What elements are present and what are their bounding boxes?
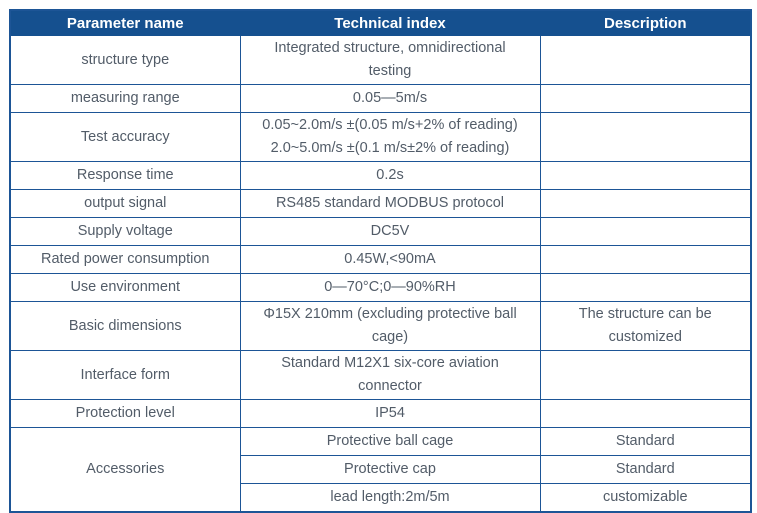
cell-index: Standard M12X1 six-core aviation connect… bbox=[239, 350, 541, 400]
cell-index: 0—70°C;0—90%RH bbox=[239, 273, 541, 302]
cell-param: Response time bbox=[9, 161, 241, 190]
page: Parameter name Technical index Descripti… bbox=[9, 9, 752, 513]
cell-desc: Standard bbox=[539, 455, 752, 484]
cell-index: 0.05—5m/s bbox=[239, 84, 541, 113]
table-row: Interface form Standard M12X1 six-core a… bbox=[9, 350, 752, 400]
cell-index: DC5V bbox=[239, 217, 541, 246]
cell-desc bbox=[539, 189, 752, 218]
cell-desc bbox=[539, 245, 752, 274]
table-row: Supply voltage DC5V bbox=[9, 217, 752, 246]
cell-param: measuring range bbox=[9, 84, 241, 113]
cell-param: Basic dimensions bbox=[9, 301, 241, 351]
cell-desc bbox=[539, 399, 752, 428]
table-row-accessories: Protective cap Standard bbox=[10, 455, 752, 484]
table-row: Basic dimensions Φ15X 210mm (excluding p… bbox=[9, 301, 752, 351]
column-header-technical-index: Technical index bbox=[239, 9, 541, 36]
table-row-accessories: Accessories Protective ball cage Standar… bbox=[9, 427, 752, 513]
cell-desc: customizable bbox=[539, 483, 752, 513]
cell-desc: The structure can be customized bbox=[539, 301, 752, 351]
column-header-description: Description bbox=[539, 9, 752, 36]
cell-index: lead length:2m/5m bbox=[239, 483, 541, 513]
table-row: measuring range 0.05—5m/s bbox=[9, 84, 752, 113]
cell-param: Test accuracy bbox=[9, 112, 241, 162]
table-row: Use environment 0—70°C;0—90%RH bbox=[9, 273, 752, 302]
cell-param: Protection level bbox=[9, 399, 241, 428]
column-header-parameter-name: Parameter name bbox=[9, 9, 241, 36]
cell-index: Protective cap bbox=[239, 455, 541, 484]
cell-param: Interface form bbox=[9, 350, 241, 400]
cell-desc: Standard bbox=[539, 427, 752, 456]
cell-param: Use environment bbox=[9, 273, 241, 302]
cell-param: Rated power consumption bbox=[9, 245, 241, 274]
cell-desc bbox=[539, 350, 752, 400]
table-row: output signal RS485 standard MODBUS prot… bbox=[9, 189, 752, 218]
cell-desc bbox=[539, 217, 752, 246]
cell-param: Supply voltage bbox=[9, 217, 241, 246]
table-row: structure type Integrated structure, omn… bbox=[9, 35, 752, 85]
cell-index: Protective ball cage bbox=[239, 427, 541, 456]
table-row: Protection level IP54 bbox=[9, 399, 752, 428]
cell-desc bbox=[539, 35, 752, 85]
cell-index: RS485 standard MODBUS protocol bbox=[239, 189, 541, 218]
cell-desc bbox=[539, 84, 752, 113]
cell-index: IP54 bbox=[239, 399, 541, 428]
cell-desc bbox=[539, 161, 752, 190]
cell-param-accessories: Accessories bbox=[9, 427, 241, 513]
spec-table: Parameter name Technical index Descripti… bbox=[9, 9, 752, 513]
cell-index: 0.05~2.0m/s ±(0.05 m/s+2% of reading) 2.… bbox=[239, 112, 541, 162]
table-row: Response time 0.2s bbox=[9, 161, 752, 190]
cell-index: Φ15X 210mm (excluding protective ball ca… bbox=[239, 301, 541, 351]
cell-param: output signal bbox=[9, 189, 241, 218]
cell-desc bbox=[539, 112, 752, 162]
table-row: Test accuracy 0.05~2.0m/s ±(0.05 m/s+2% … bbox=[9, 112, 752, 162]
header-row: Parameter name Technical index Descripti… bbox=[9, 9, 752, 36]
cell-index: Integrated structure, omnidirectional te… bbox=[239, 35, 541, 85]
cell-index: 0.2s bbox=[239, 161, 541, 190]
table-row: Rated power consumption 0.45W,<90mA bbox=[9, 245, 752, 274]
cell-desc bbox=[539, 273, 752, 302]
cell-index: 0.45W,<90mA bbox=[239, 245, 541, 274]
cell-param: structure type bbox=[9, 35, 241, 85]
